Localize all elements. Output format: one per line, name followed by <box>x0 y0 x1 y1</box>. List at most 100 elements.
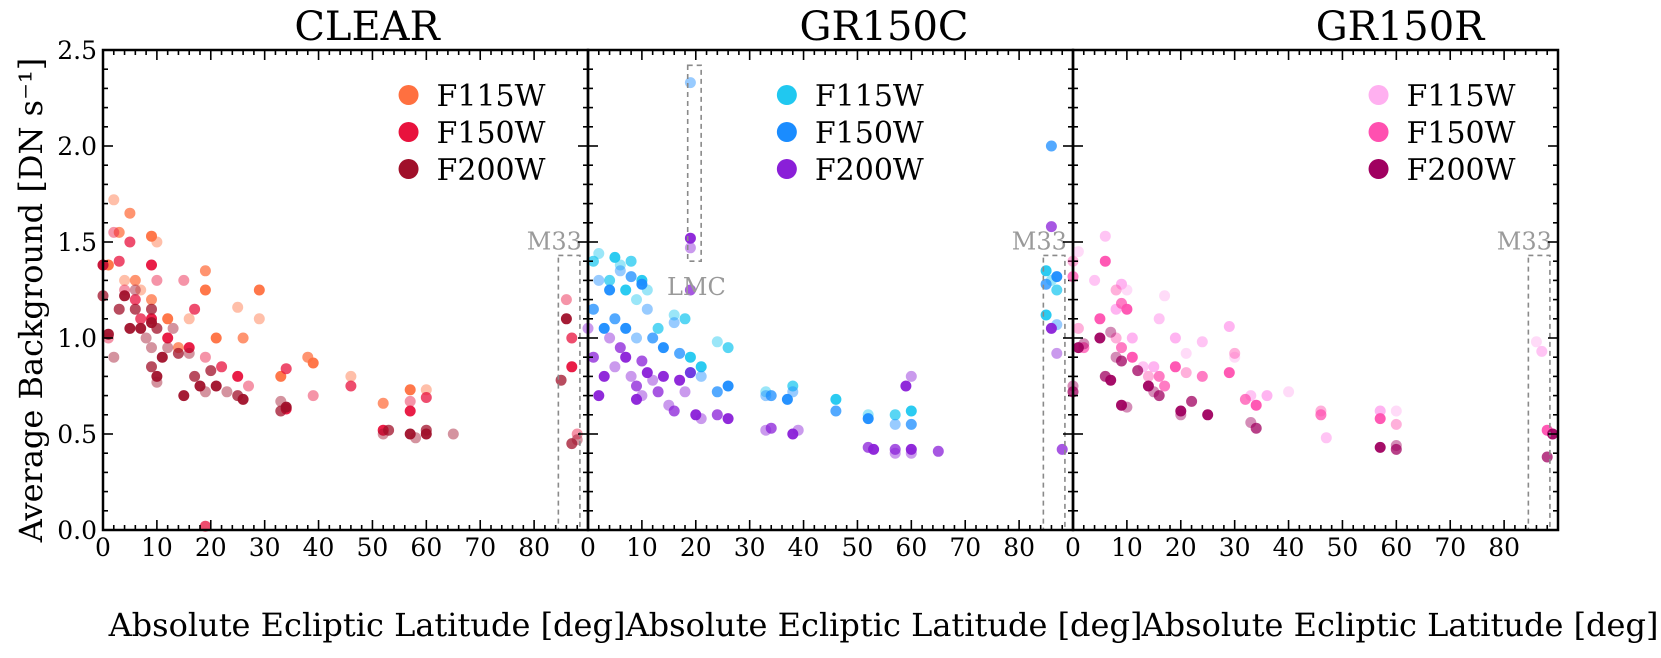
data-point <box>1180 347 1192 359</box>
data-point <box>647 374 659 386</box>
data-point <box>1105 374 1117 386</box>
x-tick-label: 0 <box>580 533 596 562</box>
data-point <box>205 365 217 377</box>
data-point <box>598 322 610 334</box>
data-point <box>280 363 292 375</box>
data-point <box>1530 336 1542 348</box>
data-point <box>410 432 422 444</box>
data-point <box>1045 140 1057 152</box>
scatter-marks <box>582 77 1068 459</box>
data-point <box>614 259 626 271</box>
x-tick-label: 20 <box>195 533 227 562</box>
annotation-layer: M33 <box>527 227 582 531</box>
data-point <box>636 355 648 367</box>
data-point <box>711 386 723 398</box>
data-point <box>932 445 944 457</box>
data-point <box>1116 342 1127 354</box>
data-point <box>1320 432 1332 444</box>
data-point <box>124 236 136 248</box>
data-point <box>178 274 190 286</box>
data-point <box>684 242 696 254</box>
data-point <box>614 342 626 354</box>
data-point <box>1072 342 1084 354</box>
data-point <box>1110 332 1122 344</box>
data-point <box>146 303 157 315</box>
data-point <box>199 351 211 363</box>
data-point <box>787 428 799 440</box>
data-point <box>1374 405 1386 417</box>
x-tick-label: 10 <box>626 533 658 562</box>
legend-marker <box>776 85 797 105</box>
x-tick-label: 10 <box>1111 533 1143 562</box>
data-point <box>566 332 578 344</box>
annotation-box <box>686 64 702 262</box>
data-point <box>631 380 642 392</box>
series-F200W <box>97 259 583 450</box>
data-point <box>1126 351 1138 363</box>
data-point <box>1072 322 1084 334</box>
data-point <box>162 342 174 354</box>
data-point <box>151 274 163 286</box>
data-point <box>668 317 680 329</box>
data-point <box>108 194 120 206</box>
data-point <box>232 301 244 313</box>
data-point <box>1126 332 1138 344</box>
data-point <box>146 342 157 354</box>
legend-label: F115W <box>815 79 924 114</box>
data-point <box>1541 451 1553 463</box>
data-point <box>1051 284 1063 296</box>
series-F150W <box>97 226 583 532</box>
data-point <box>1072 246 1084 258</box>
series-F150W <box>587 77 1063 430</box>
data-point <box>102 328 114 340</box>
data-point <box>625 370 637 382</box>
y-tick-label: 0.0 <box>57 516 97 545</box>
data-point <box>1390 405 1402 417</box>
data-point <box>620 322 632 334</box>
series-F115W <box>1072 230 1548 444</box>
data-point <box>560 313 572 325</box>
data-point <box>1116 355 1127 367</box>
data-point <box>905 447 917 459</box>
data-point <box>210 332 222 344</box>
data-point <box>566 361 578 373</box>
data-point <box>1094 332 1106 344</box>
data-point <box>1250 422 1262 434</box>
data-point <box>189 303 201 315</box>
data-point <box>221 386 233 398</box>
series-F200W <box>1067 326 1559 463</box>
data-point <box>631 393 642 405</box>
data-point <box>1148 361 1160 373</box>
x-tick-label: 60 <box>1380 533 1412 562</box>
data-point <box>237 332 249 344</box>
data-point <box>684 351 696 363</box>
data-point <box>1040 309 1052 321</box>
data-point <box>199 284 211 296</box>
data-point <box>253 313 265 325</box>
data-point <box>108 226 120 238</box>
x-tick-label: 60 <box>895 533 927 562</box>
data-point <box>593 248 605 259</box>
data-point <box>151 370 163 382</box>
data-point <box>129 284 141 296</box>
data-point <box>1051 271 1063 283</box>
data-point <box>1045 322 1057 334</box>
data-point <box>1121 303 1133 315</box>
x-tick-label: 30 <box>249 533 281 562</box>
data-point <box>604 332 616 344</box>
data-point <box>905 443 917 455</box>
data-point <box>404 395 416 407</box>
data-point <box>1089 274 1101 286</box>
x-tick-label: 40 <box>1273 533 1305 562</box>
data-point <box>695 361 707 373</box>
data-point <box>598 370 610 382</box>
data-point <box>146 259 157 271</box>
x-tick-label: 30 <box>1219 533 1251 562</box>
data-point <box>1196 370 1208 382</box>
scatter-marks <box>97 194 583 532</box>
data-point <box>657 342 669 354</box>
legend-marker <box>1368 159 1389 179</box>
data-point <box>307 390 319 402</box>
data-point <box>1110 284 1122 296</box>
data-point <box>194 380 206 392</box>
